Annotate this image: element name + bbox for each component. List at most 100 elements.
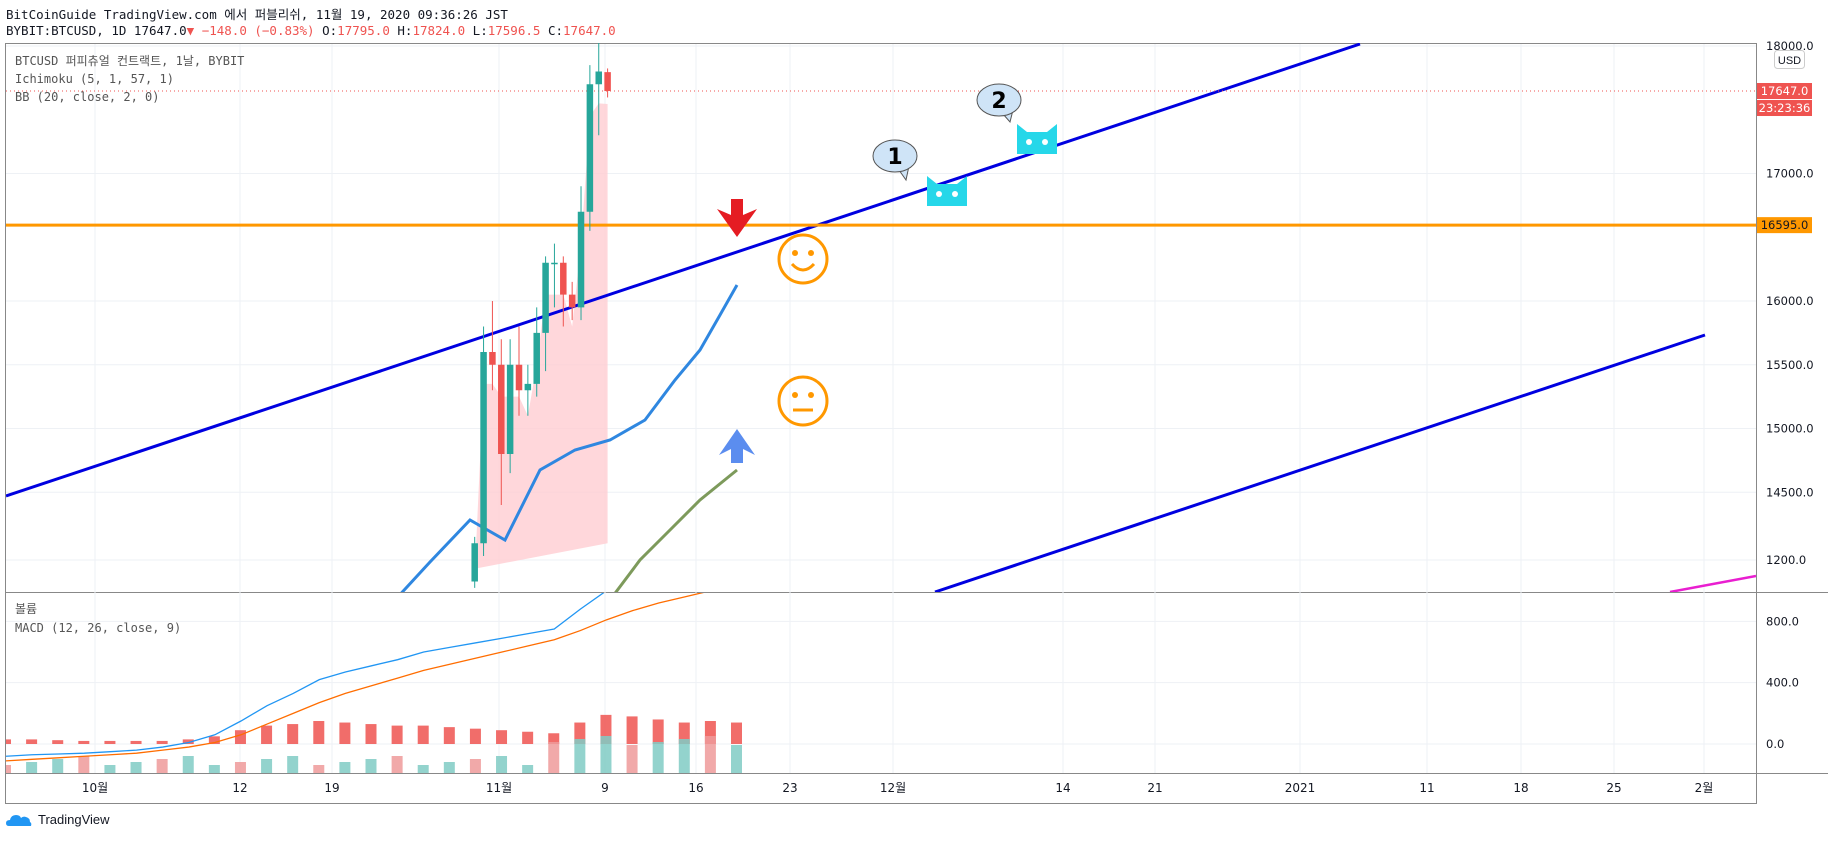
volume-bar <box>443 762 455 773</box>
arrow-up-icon <box>719 429 755 463</box>
neutral-face-icon <box>777 375 829 427</box>
volume-bar <box>339 762 351 773</box>
candle-body <box>568 294 576 308</box>
currency-button[interactable] <box>1774 50 1805 69</box>
candle-body <box>604 72 611 92</box>
macd-histogram-bar <box>287 724 299 744</box>
volume-bar <box>626 745 638 773</box>
x-tick-label: 23 <box>782 781 797 795</box>
macd-histogram-bar <box>182 739 194 744</box>
change-value: −148.0 (−0.83%) <box>201 23 315 38</box>
x-tick-label: 12 <box>232 781 247 795</box>
x-tick-label: 2021 <box>1285 781 1316 795</box>
cat-head <box>1017 124 1057 154</box>
x-tick-label: 2월 <box>1695 781 1714 795</box>
arrow-down-icon <box>717 199 757 237</box>
tradingview-logo[interactable]: TradingView <box>6 812 110 827</box>
macd-histogram-bar <box>443 727 455 744</box>
candle-body <box>586 84 594 212</box>
candle-body <box>498 364 505 454</box>
arrow-down-shape <box>717 199 757 237</box>
face-outline <box>777 233 829 285</box>
face-eye <box>808 392 814 398</box>
volume-bar <box>391 756 403 773</box>
axes: 10월121911월9162312월142120211118252월21000.… <box>82 39 1814 795</box>
lower-trendline <box>934 333 1706 592</box>
macd-histogram-bar <box>548 733 560 744</box>
face-mouth <box>790 262 816 272</box>
volume-bar <box>522 765 534 773</box>
x-tick-label: 12월 <box>880 781 906 795</box>
price-tag <box>1757 83 1812 100</box>
volume-bar <box>417 765 429 773</box>
volume-bar <box>731 745 742 773</box>
volume-bar <box>365 759 377 773</box>
low-value: 17596.5 <box>487 23 541 38</box>
price-tag <box>1757 217 1812 234</box>
close-value: 17647.0 <box>563 23 616 38</box>
face-eye <box>792 392 798 398</box>
ichimoku-cloud <box>474 103 608 582</box>
annotation-bubble-2: 2 <box>976 83 1022 124</box>
macd-histogram-bar <box>104 740 116 744</box>
candle-body <box>480 352 487 544</box>
open-value: 17795.0 <box>337 23 390 38</box>
candle-body <box>506 364 514 454</box>
volume-bar <box>574 739 586 773</box>
price-pane[interactable] <box>6 0 1756 640</box>
candle-body <box>489 352 496 365</box>
legend-volume: 볼륨 <box>15 602 37 616</box>
cat-icon <box>927 176 967 206</box>
macd-histogram-bar <box>731 722 742 744</box>
macd-histogram-bar <box>600 714 612 744</box>
cat-eye <box>936 191 942 197</box>
x-tick-label: 14 <box>1055 781 1070 795</box>
volume-bar <box>469 759 481 773</box>
arrow-up-shape <box>719 429 755 463</box>
macd-histogram-bar <box>26 739 38 744</box>
pink-trendline <box>1669 574 1756 592</box>
face-outline <box>777 375 829 427</box>
symbol-label: BYBIT:BTCUSD, 1D 17647.0 <box>6 23 187 38</box>
volume-bar <box>130 762 142 773</box>
bubble-label: 1 <box>887 145 902 170</box>
macd-pane[interactable] <box>0 560 742 773</box>
change-down-icon: ▼ <box>186 23 195 38</box>
high-value: 17824.0 <box>412 23 466 38</box>
cat-eye <box>952 191 958 197</box>
macd-histogram-bar <box>52 740 64 744</box>
signal-line <box>6 593 704 762</box>
smiley-icon <box>777 233 829 285</box>
volume-bar <box>704 736 716 773</box>
currency-label: USD <box>1778 55 1801 67</box>
price-tag-label: 16595.0 <box>1761 218 1809 232</box>
macd-histogram-bar <box>704 721 716 744</box>
y-tick-label: 18000.0 <box>1766 39 1814 53</box>
volume-bar <box>104 765 116 773</box>
macd-histogram-bar <box>365 724 377 744</box>
annotation-bubble-1: 1 <box>872 139 918 182</box>
volume-bar <box>26 762 38 773</box>
y-tick-label: 15500.0 <box>1766 358 1814 372</box>
x-tick-label: 10월 <box>82 781 108 795</box>
cat-icon <box>1017 124 1057 154</box>
candle-body <box>533 332 540 384</box>
candle-body <box>524 383 532 391</box>
conversion-line <box>400 284 739 592</box>
macd-histogram-bar <box>78 740 90 744</box>
cat-eye <box>1042 139 1048 145</box>
candle-body <box>551 262 558 265</box>
macd-histogram-bar <box>156 740 168 744</box>
macd-histogram-bar <box>339 722 351 744</box>
price-tag-label: 17647.0 <box>1761 84 1809 98</box>
macd-y-tick-label: 1200.0 <box>1766 553 1806 567</box>
volume-bar <box>156 759 168 773</box>
macd-histogram-bar <box>652 719 664 744</box>
bubble-body <box>976 83 1022 117</box>
volume-bar <box>182 756 194 773</box>
candle-body <box>577 211 585 308</box>
x-tick-label: 19 <box>324 781 339 795</box>
cat-head <box>927 176 967 206</box>
volume-bar <box>313 765 325 773</box>
